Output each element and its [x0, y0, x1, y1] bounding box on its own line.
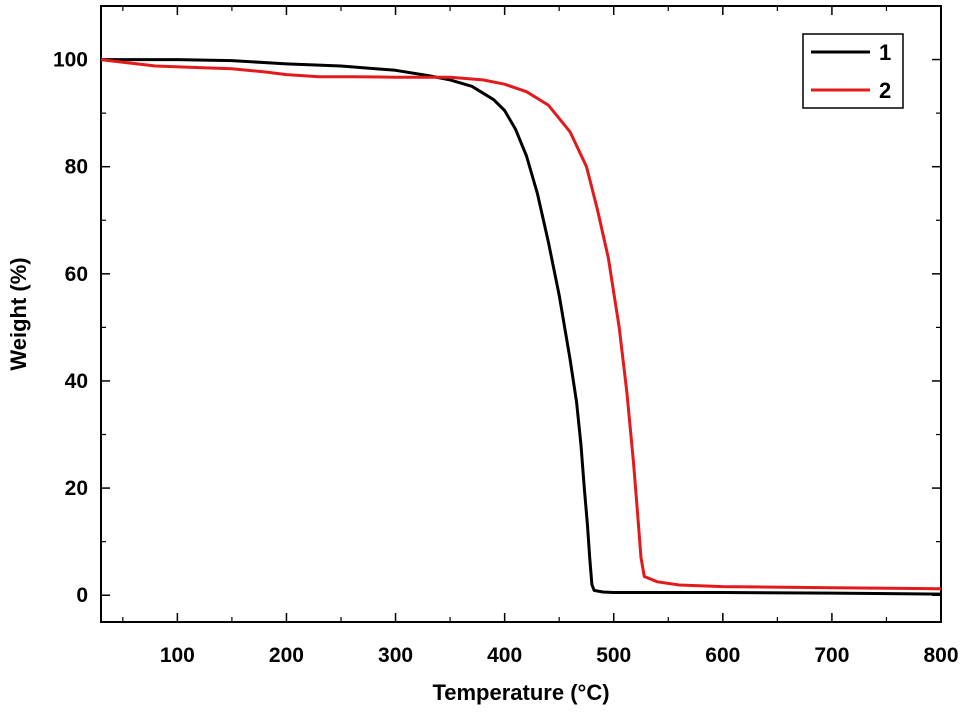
legend-box	[802, 33, 904, 109]
series-lines	[100, 58, 942, 596]
y-tick-label: 20	[65, 477, 88, 500]
x-tick-label: 300	[378, 644, 413, 667]
x-tick-label: 800	[923, 644, 958, 667]
legend: 1 2	[802, 33, 904, 109]
y-tick-label: 40	[65, 370, 88, 393]
x-tick-label: 400	[487, 644, 522, 667]
x-tick-label: 100	[160, 644, 195, 667]
y-tick-label: 80	[65, 156, 88, 179]
x-axis-title: Temperature (°C)	[432, 680, 609, 705]
y-axis-title: Weight (%)	[6, 257, 31, 370]
series-line-1	[101, 58, 942, 596]
legend-label-1: 1	[879, 40, 891, 65]
y-tick-label: 100	[53, 49, 88, 72]
y-tick-label: 0	[76, 584, 88, 607]
tick-labels: 100 200 300 400 500 600 700 800 0 20 40 60 80 100	[53, 49, 959, 667]
x-tick-label: 500	[596, 644, 631, 667]
plot-frame	[100, 5, 942, 623]
x-tick-label: 600	[705, 644, 740, 667]
series-line-2	[100, 58, 942, 591]
x-tick-label: 700	[814, 644, 849, 667]
axis-ticks	[101, 6, 942, 622]
y-tick-label: 60	[65, 263, 88, 286]
legend-label-2: 2	[879, 78, 891, 103]
x-tick-label: 200	[269, 644, 304, 667]
